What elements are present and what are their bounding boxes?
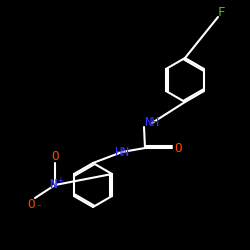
Text: F: F [217,6,225,20]
Text: O: O [174,142,182,154]
Text: O: O [27,198,35,210]
Text: NH: NH [144,116,160,130]
Text: N: N [49,178,57,192]
Text: ⁻: ⁻ [36,203,43,213]
Text: O: O [51,150,59,164]
Text: HN: HN [114,146,130,158]
Text: +: + [58,175,64,185]
